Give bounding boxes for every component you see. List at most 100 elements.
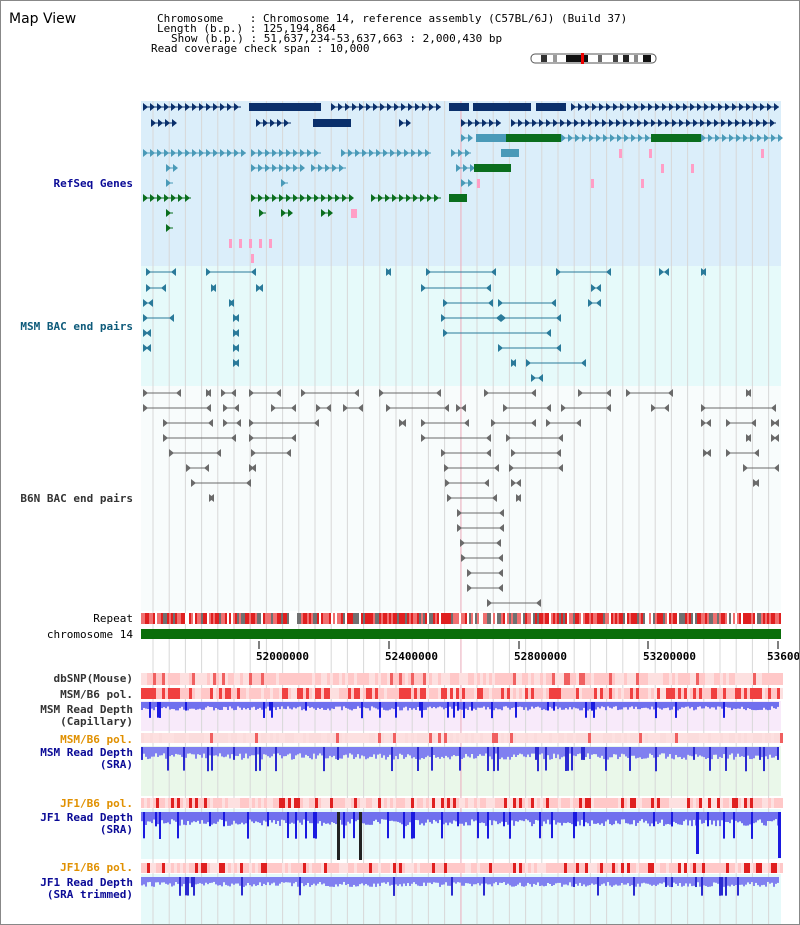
depth-bar [513,812,515,826]
depth-bar [383,877,385,883]
pol-segment [462,863,465,873]
depth-bar [739,812,741,822]
depth-bar [623,702,625,708]
depth-bar [617,747,619,760]
repeat-segment [483,613,485,624]
depth-bar [467,877,469,884]
depth-bar [497,747,499,771]
bac-end-marker [556,344,561,352]
depth-bar [287,812,289,839]
repeat-segment [243,613,245,624]
pol-segment [693,863,696,873]
msm-depth-sra-label: MSM Read Depth (SRA) [40,747,133,771]
pol-segment [420,733,423,743]
repeat-segment [541,613,543,624]
pol-segment [489,798,492,808]
repeat-segment [761,613,763,624]
depth-bar [663,702,665,709]
pol-segment [729,863,732,873]
pol-segment [744,798,747,808]
repeat-segment [637,613,639,624]
depth-bar [725,877,727,896]
pol-segment [207,798,210,808]
bac-end-marker [441,449,446,457]
bac-end-marker [503,404,508,412]
depth-bar [683,702,685,708]
depth-bar [711,877,713,887]
depth-bar [479,877,481,886]
depth-bar [369,747,371,757]
gene-arrow [151,119,156,127]
pol-segment [327,673,330,685]
depth-bar [455,877,457,884]
depth-bar [241,812,243,823]
pol-segment [354,688,357,699]
pink-marker [591,179,594,188]
pol-segment [780,863,783,873]
depth-bar [429,702,431,707]
depth-bar [479,812,481,824]
gene-arrow [606,103,611,111]
depth-bar [341,747,343,759]
depth-bar [709,877,711,887]
gene-arrow [171,194,176,202]
pol-segment [387,688,390,699]
pol-segment [192,673,195,685]
depth-bar [239,747,241,754]
repeat-segment [361,613,363,624]
repeat-segment [251,613,253,624]
gene-arrow [241,149,246,157]
bac-end-marker [659,268,664,276]
gene-arrow [676,103,681,111]
gene-arrow [774,103,779,111]
pol-segment [300,673,303,685]
depth-bar [563,747,565,757]
depth-bar [211,812,213,825]
gene-arrow [588,119,593,127]
gene-arrow [753,103,758,111]
pol-segment [342,688,345,699]
depth-bar [679,747,681,757]
pol-segment [678,688,681,699]
bac-end-marker [186,464,191,472]
repeat-segment [149,613,151,624]
pol-segment [186,798,189,808]
chromosome-ideogram[interactable] [530,53,657,64]
pol-segment [447,673,450,685]
depth-bar [743,812,745,826]
depth-bar [637,747,639,758]
gene-arrow [620,103,625,111]
pol-segment [717,733,720,743]
repeat-segment [219,613,221,624]
depth-bar [557,812,559,823]
depth-bar [733,812,735,839]
pol-segment [717,673,720,685]
pol-segment [258,673,261,685]
gene-arrow [648,103,653,111]
depth-bar [167,877,169,885]
depth-bar [299,702,301,707]
pol-segment [171,688,174,699]
pol-segment [606,863,609,873]
depth-bar [377,702,379,710]
repeat-segment [505,613,507,624]
depth-bar [713,877,715,883]
bac-end-marker [556,449,561,457]
gene-arrow [265,194,270,202]
depth-bar [483,747,485,756]
gene-arrow [286,194,291,202]
pol-segment [744,688,747,699]
pol-segment [285,863,288,873]
depth-bar [755,877,757,883]
bac-end-marker [169,314,174,322]
depth-bar [319,877,321,883]
depth-bar [249,747,251,757]
depth-bar [733,747,735,760]
depth-bar [533,812,535,824]
depth-bar [677,747,679,758]
depth-bar [237,747,239,757]
bac-end-marker [496,314,501,322]
pol-segment [681,733,684,743]
depth-bar [185,702,187,711]
